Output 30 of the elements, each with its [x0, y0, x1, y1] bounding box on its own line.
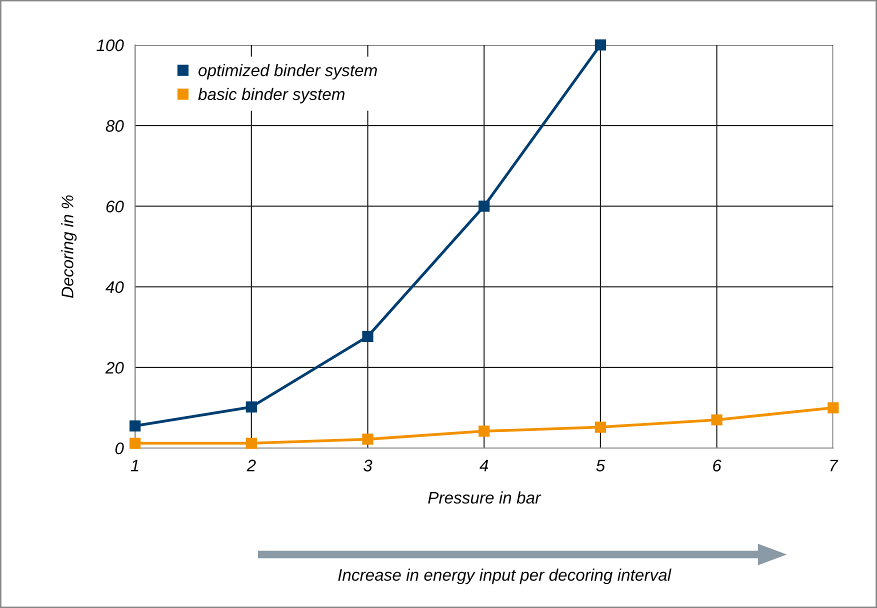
point [246, 438, 257, 449]
x-tick-label: 5 [596, 460, 606, 472]
y-tick-label: 100 [96, 39, 124, 52]
point [711, 414, 722, 426]
point [362, 434, 374, 445]
y-tick-label: 0 [115, 442, 124, 454]
y-tick-label: 80 [106, 120, 124, 132]
point [246, 401, 257, 413]
x-tick-label: 4 [480, 460, 488, 472]
point [130, 420, 141, 432]
x-axis-title: Pressure in bar [428, 491, 542, 504]
legend-label: optimized binder system [198, 64, 377, 80]
y-tick-label: 20 [105, 362, 124, 374]
x-tick-label: 3 [364, 460, 372, 472]
legend-label: basic binder system [198, 88, 344, 104]
y-tick-label: 60 [106, 200, 124, 212]
text: Increase in energy input per decoring interval [338, 568, 672, 584]
point [478, 426, 490, 437]
x-tick-label: 6 [713, 460, 722, 472]
y-tick-label: 40 [106, 281, 124, 294]
point [478, 200, 490, 212]
x-tick-label: 7 [830, 460, 838, 472]
x-tick-label: 1 [130, 460, 138, 472]
point [594, 422, 606, 433]
point [130, 438, 141, 449]
point [594, 39, 606, 51]
x-tick-label: 2 [246, 460, 256, 472]
point [362, 330, 374, 342]
y-axis-title: Decoring in % [61, 195, 77, 298]
point [828, 402, 839, 414]
